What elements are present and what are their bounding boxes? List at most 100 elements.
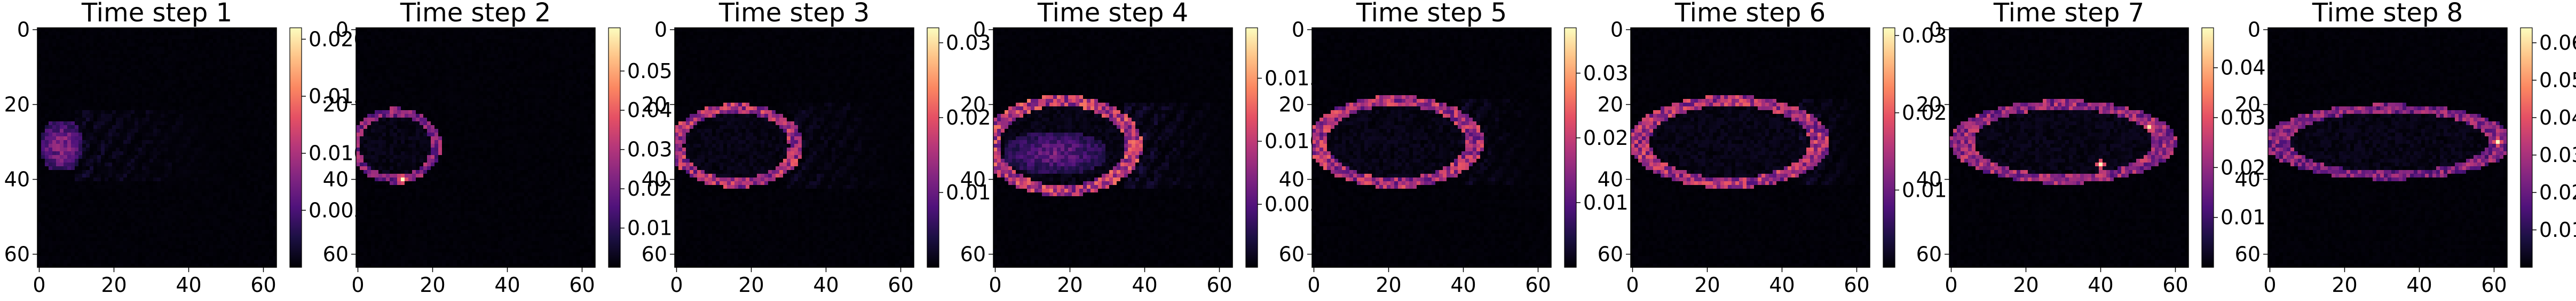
heatmap-cell bbox=[52, 133, 56, 136]
heatmap-cell bbox=[75, 39, 78, 43]
heatmap-cell bbox=[176, 106, 179, 110]
heatmap-cell bbox=[479, 61, 483, 65]
heatmap-cell bbox=[164, 133, 168, 136]
heatmap-cell bbox=[86, 151, 90, 155]
heatmap-cell bbox=[573, 47, 576, 50]
heatmap-cell bbox=[262, 80, 265, 84]
heatmap-cell bbox=[71, 99, 75, 103]
heatmap-cell bbox=[356, 58, 360, 61]
heatmap-cell bbox=[446, 58, 449, 61]
heatmap-cell bbox=[427, 39, 431, 43]
heatmap-cell bbox=[153, 39, 157, 43]
heatmap-cell bbox=[513, 32, 517, 35]
heatmap-cell bbox=[82, 103, 86, 106]
heatmap-cell bbox=[97, 39, 101, 43]
heatmap-cell bbox=[528, 35, 532, 39]
heatmap-cell bbox=[483, 39, 487, 43]
heatmap-cell bbox=[232, 39, 235, 43]
heatmap-cell bbox=[97, 166, 101, 170]
heatmap-cell bbox=[164, 73, 168, 76]
heatmap-cell bbox=[269, 252, 273, 256]
heatmap-cell bbox=[97, 148, 101, 151]
heatmap-cell bbox=[97, 237, 101, 241]
heatmap-cell bbox=[262, 219, 265, 222]
heatmap-cell bbox=[56, 163, 60, 166]
heatmap-cell bbox=[232, 110, 235, 114]
heatmap-cell bbox=[393, 73, 397, 76]
heatmap-cell bbox=[168, 110, 172, 114]
heatmap-cell bbox=[258, 35, 262, 39]
heatmap-cell bbox=[37, 106, 41, 110]
heatmap-cell bbox=[235, 215, 239, 219]
heatmap-cell bbox=[558, 47, 562, 50]
heatmap-cell bbox=[427, 54, 431, 58]
heatmap-cell bbox=[138, 215, 142, 219]
heatmap-cell bbox=[64, 32, 67, 35]
heatmap-cell bbox=[250, 103, 254, 106]
heatmap-cell bbox=[82, 163, 86, 166]
heatmap-cell bbox=[105, 245, 108, 249]
heatmap-cell bbox=[60, 252, 64, 256]
heatmap-cell bbox=[116, 256, 120, 260]
heatmap-cell bbox=[562, 73, 565, 76]
heatmap-cell bbox=[108, 43, 112, 47]
heatmap-cell bbox=[390, 47, 393, 50]
heatmap-cell bbox=[153, 91, 157, 95]
heatmap-cell bbox=[168, 32, 172, 35]
heatmap-cell bbox=[505, 69, 509, 73]
heatmap-cell bbox=[142, 159, 146, 163]
heatmap-cell bbox=[164, 136, 168, 140]
heatmap-cell bbox=[142, 215, 146, 219]
heatmap-cell bbox=[247, 249, 250, 252]
heatmap-cell bbox=[191, 241, 194, 245]
heatmap-cell bbox=[45, 129, 49, 133]
heatmap-cell bbox=[198, 211, 202, 215]
heatmap-cell bbox=[131, 234, 135, 237]
heatmap-cell bbox=[202, 148, 206, 151]
heatmap-cell bbox=[90, 69, 93, 73]
heatmap-cell bbox=[198, 170, 202, 174]
heatmap-cell bbox=[56, 151, 60, 155]
heatmap-cell bbox=[198, 148, 202, 151]
heatmap-cell bbox=[206, 148, 209, 151]
heatmap-cell bbox=[217, 54, 220, 58]
heatmap-cell bbox=[239, 95, 243, 99]
heatmap-cell bbox=[243, 84, 247, 88]
heatmap-cell bbox=[161, 28, 164, 32]
heatmap-cell bbox=[262, 39, 265, 43]
heatmap-cell bbox=[187, 58, 191, 61]
heatmap-cell bbox=[254, 211, 258, 215]
heatmap-cell bbox=[153, 200, 157, 204]
heatmap-cell bbox=[468, 43, 472, 47]
heatmap-cell bbox=[235, 249, 239, 252]
heatmap-cell bbox=[258, 148, 262, 151]
heatmap-cell bbox=[247, 215, 250, 219]
heatmap-cell bbox=[138, 84, 142, 88]
heatmap-cell bbox=[112, 65, 116, 69]
heatmap-cell bbox=[187, 174, 191, 177]
heatmap-cell bbox=[187, 245, 191, 249]
heatmap-cell bbox=[71, 95, 75, 99]
heatmap-cell bbox=[209, 65, 213, 69]
heatmap-cell bbox=[265, 211, 269, 215]
heatmap-cell bbox=[220, 174, 224, 177]
heatmap-cell bbox=[168, 125, 172, 129]
heatmap-cell bbox=[250, 110, 254, 114]
heatmap-cell bbox=[172, 200, 176, 204]
heatmap-cell bbox=[142, 39, 146, 43]
heatmap-cell bbox=[206, 58, 209, 61]
heatmap-cell bbox=[56, 256, 60, 260]
heatmap-cell bbox=[108, 219, 112, 222]
heatmap-cell bbox=[101, 106, 105, 110]
heatmap-cell bbox=[250, 177, 254, 181]
heatmap-cell bbox=[157, 106, 161, 110]
heatmap-cell bbox=[453, 76, 457, 80]
heatmap-cell bbox=[56, 204, 60, 207]
heatmap-cell bbox=[265, 125, 269, 129]
heatmap-cell bbox=[142, 177, 146, 181]
heatmap-cell bbox=[146, 148, 149, 151]
heatmap-cell bbox=[153, 196, 157, 200]
heatmap-cell bbox=[67, 159, 71, 163]
heatmap-cell bbox=[179, 170, 183, 174]
heatmap-cell bbox=[580, 32, 584, 35]
